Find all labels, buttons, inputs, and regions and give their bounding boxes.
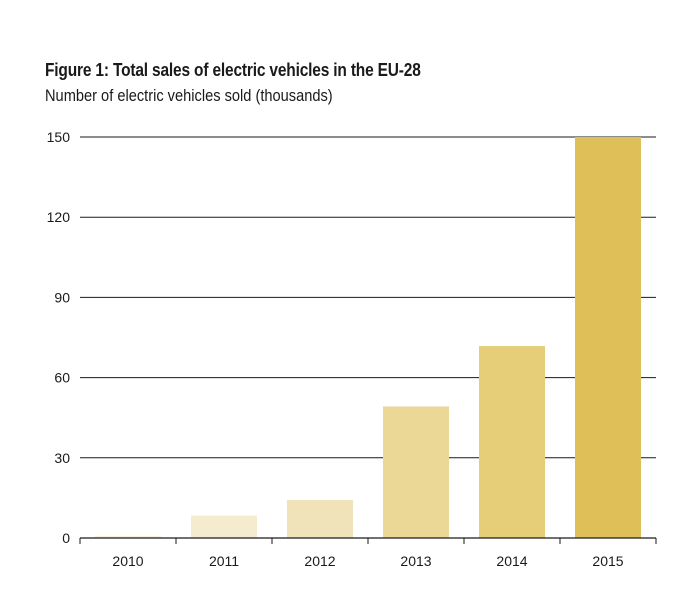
x-tick-label: 2010 xyxy=(112,553,143,569)
bar-2011 xyxy=(191,515,257,538)
y-tick-label: 90 xyxy=(54,289,70,305)
y-tick-label: 60 xyxy=(54,370,70,386)
y-tick-label: 0 xyxy=(62,530,70,546)
x-tick-label: 2014 xyxy=(496,553,527,569)
x-tick-label: 2015 xyxy=(592,553,623,569)
y-tick-label: 120 xyxy=(47,209,71,225)
x-tick-label: 2011 xyxy=(209,553,239,569)
x-axis: 2010 2011 2012 2013 2014 2015 xyxy=(79,537,657,569)
y-tick-label: 30 xyxy=(54,450,70,466)
x-tick-label: 2013 xyxy=(400,553,431,569)
chart-title: Figure 1: Total sales of electric vehicl… xyxy=(45,60,421,80)
chart-subtitle: Number of electric vehicles sold (thousa… xyxy=(45,86,333,105)
bars xyxy=(95,137,641,538)
gridlines xyxy=(80,136,656,459)
y-tick-label: 150 xyxy=(47,129,71,145)
bar-2014 xyxy=(479,346,545,538)
bar-2012 xyxy=(287,500,353,538)
bar-2010 xyxy=(95,536,161,538)
bar-2013 xyxy=(383,406,449,538)
x-tick-label: 2012 xyxy=(304,553,335,569)
y-axis-ticks: 0 30 60 90 120 150 xyxy=(47,129,71,546)
bar-2015 xyxy=(575,137,641,538)
